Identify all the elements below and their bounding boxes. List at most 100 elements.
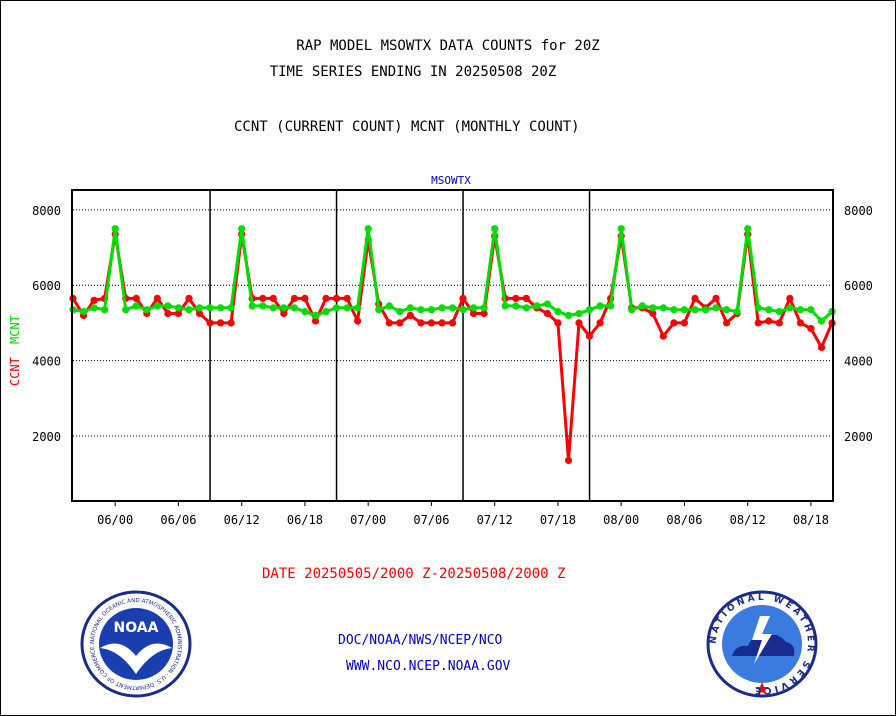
- series-layer: [69, 225, 836, 464]
- data-point-mcnt: [596, 302, 604, 310]
- data-point-ccnt: [259, 294, 267, 302]
- data-point-mcnt: [459, 306, 467, 314]
- data-point-ccnt: [343, 294, 351, 302]
- data-point-mcnt: [659, 304, 667, 312]
- data-point-mcnt: [723, 306, 731, 314]
- data-point-mcnt: [522, 304, 530, 312]
- data-point-mcnt: [417, 306, 425, 314]
- data-point-mcnt: [343, 304, 351, 312]
- data-point-mcnt: [90, 304, 98, 312]
- data-point-mcnt: [775, 308, 783, 316]
- footer-org-link[interactable]: DOC/NOAA/NWS/NCEP/NCO: [338, 633, 503, 648]
- data-point-ccnt: [680, 319, 689, 327]
- data-point-ccnt: [153, 294, 161, 302]
- data-point-ccnt: [448, 319, 457, 327]
- data-point-mcnt: [585, 306, 594, 314]
- data-point-ccnt: [712, 294, 720, 302]
- data-point-ccnt: [217, 319, 225, 327]
- data-point-ccnt: [227, 319, 235, 327]
- y-axis-label-mcnt: MCNT: [8, 315, 22, 344]
- data-point-mcnt: [680, 306, 689, 314]
- data-point-mcnt: [122, 306, 130, 314]
- data-point-mcnt: [238, 225, 246, 233]
- data-point-mcnt: [575, 309, 583, 318]
- y-tick-label-right: 6000: [844, 279, 873, 293]
- data-point-mcnt: [259, 302, 267, 310]
- data-point-mcnt: [174, 304, 182, 312]
- data-point-ccnt: [174, 309, 182, 318]
- data-point-mcnt: [754, 304, 762, 312]
- data-point-mcnt: [607, 302, 615, 310]
- x-tick-label: 08/12: [730, 513, 766, 527]
- y-tick-label-left: 4000: [32, 355, 61, 369]
- data-point-ccnt: [164, 309, 172, 318]
- data-point-mcnt: [101, 306, 109, 314]
- y-tick-label-right: 4000: [844, 355, 873, 369]
- data-point-ccnt: [322, 294, 330, 302]
- data-point-mcnt: [796, 306, 805, 314]
- data-point-ccnt: [290, 294, 298, 302]
- data-point-mcnt: [364, 225, 372, 233]
- chart-title-line1: RAP MODEL MSOWTX DATA COUNTS for 20Z: [296, 38, 600, 54]
- x-tick-label: 07/06: [413, 513, 449, 527]
- data-point-mcnt: [143, 306, 151, 314]
- data-point-mcnt: [480, 304, 488, 312]
- data-point-ccnt: [311, 317, 320, 325]
- data-point-mcnt: [322, 308, 330, 316]
- data-point-mcnt: [185, 306, 193, 314]
- data-point-mcnt: [638, 302, 646, 310]
- data-point-mcnt: [786, 304, 794, 312]
- data-point-ccnt: [385, 319, 393, 327]
- chart-title-line2: TIME SERIES ENDING IN 20250508 20Z: [269, 64, 557, 80]
- data-point-mcnt: [533, 302, 541, 310]
- x-tick-label: 07/00: [350, 513, 386, 527]
- data-point-ccnt: [396, 319, 404, 327]
- data-point-ccnt: [438, 319, 446, 327]
- data-point-ccnt: [417, 319, 425, 327]
- data-point-mcnt: [543, 300, 552, 308]
- data-point-ccnt: [354, 317, 362, 325]
- x-tick-label: 06/00: [97, 513, 133, 527]
- data-point-ccnt: [564, 456, 573, 464]
- data-point-mcnt: [164, 302, 172, 310]
- y-tick-label-left: 6000: [32, 279, 61, 293]
- data-point-ccnt: [575, 319, 583, 327]
- data-point-mcnt: [807, 306, 815, 314]
- x-tick-label: 06/12: [224, 513, 260, 527]
- x-tick-label: 07/12: [477, 513, 513, 527]
- data-point-ccnt: [90, 296, 98, 304]
- data-point-ccnt: [765, 317, 773, 325]
- data-point-mcnt: [670, 306, 678, 314]
- data-point-ccnt: [807, 324, 815, 333]
- date-range: DATE 20250505/2000 Z-20250508/2000 Z: [262, 566, 566, 582]
- data-point-mcnt: [817, 317, 826, 325]
- y-tick-label-left: 2000: [32, 430, 61, 444]
- y-axis-label-ccnt: CCNT: [8, 357, 22, 386]
- data-point-ccnt: [691, 294, 699, 302]
- station-label: MSOWTX: [431, 174, 471, 187]
- nws-logo-icon: NATIONAL WEATHER SERVICE: [706, 590, 818, 698]
- data-point-ccnt: [554, 319, 562, 327]
- data-point-mcnt: [438, 304, 446, 312]
- data-point-ccnt: [206, 319, 214, 327]
- data-point-mcnt: [448, 304, 457, 312]
- data-point-mcnt: [427, 306, 435, 314]
- footer-url-link[interactable]: WWW.NCO.NCEP.NOAA.GOV: [346, 659, 511, 674]
- data-point-ccnt: [470, 309, 478, 318]
- data-point-mcnt: [470, 304, 478, 312]
- data-point-ccnt: [817, 343, 826, 351]
- data-point-mcnt: [512, 302, 520, 310]
- data-point-mcnt: [744, 225, 752, 233]
- data-point-mcnt: [385, 302, 393, 310]
- data-point-ccnt: [786, 294, 794, 302]
- x-tick-label: 08/00: [603, 513, 639, 527]
- data-point-ccnt: [406, 311, 414, 319]
- data-point-ccnt: [585, 332, 594, 340]
- data-point-ccnt: [522, 294, 530, 302]
- data-point-ccnt: [543, 309, 552, 318]
- data-point-mcnt: [227, 304, 235, 312]
- data-point-mcnt: [332, 304, 341, 312]
- data-point-mcnt: [617, 225, 625, 233]
- data-point-ccnt: [512, 294, 520, 302]
